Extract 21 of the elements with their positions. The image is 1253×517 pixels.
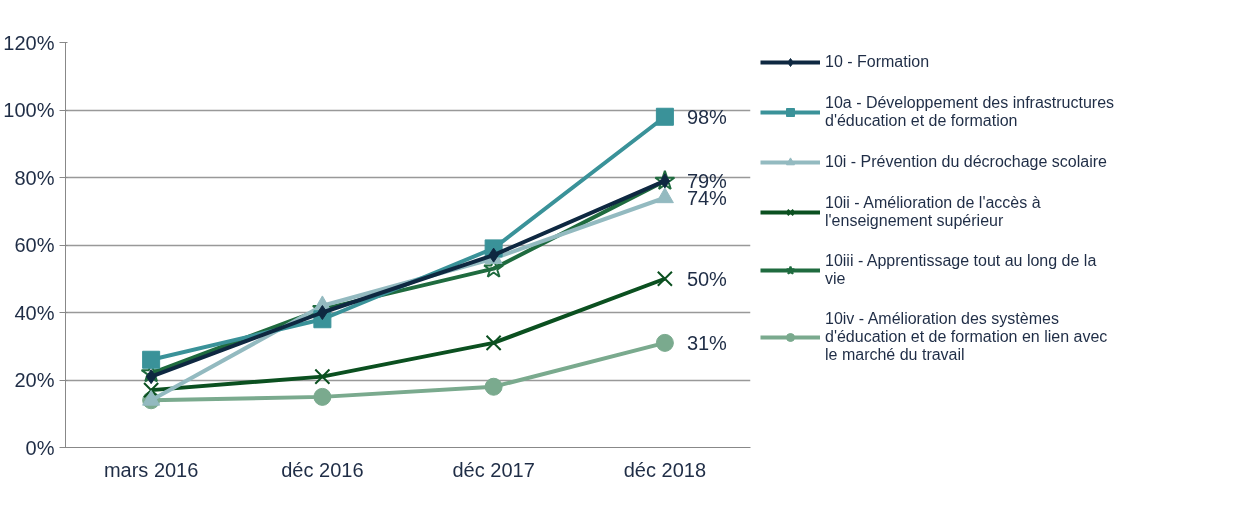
y-tick-label: 80% xyxy=(14,166,55,189)
legend-label: 10ii - Amélioration de l'accès à l'enseignement supérieur xyxy=(825,194,1042,230)
legend-label: 10 - Formation xyxy=(825,53,931,71)
data-label: 31% xyxy=(686,331,728,354)
x-tick-label: déc 2017 xyxy=(452,458,535,481)
legend-label: 10iv - Amélioration des systèmes d'éducation et de formation en lien avec le marché du travail xyxy=(825,310,1109,364)
y-tick-label: 0% xyxy=(25,436,55,459)
y-tick-label: 60% xyxy=(14,234,55,256)
data-label: 79% xyxy=(686,169,728,192)
legend-label: 10a - Développement des infrastructures d'éducation et de formation xyxy=(825,94,1116,130)
x-tick-label: mars 2016 xyxy=(103,458,199,481)
data-label: 50% xyxy=(686,267,728,290)
legend-label: 10iii - Apprentissage tout au long de la vie xyxy=(825,252,1098,288)
y-tick-label: 100% xyxy=(3,99,55,121)
y-tick-label: 20% xyxy=(14,369,55,391)
data-label: 98% xyxy=(686,105,728,128)
x-tick-label: déc 2016 xyxy=(281,458,364,481)
y-tick-label: 120% xyxy=(3,31,55,54)
x-tick-label: déc 2018 xyxy=(623,458,707,481)
legend-label: 10i - Prévention du décrochage scolaire xyxy=(825,153,1108,171)
y-tick-label: 40% xyxy=(14,301,55,324)
